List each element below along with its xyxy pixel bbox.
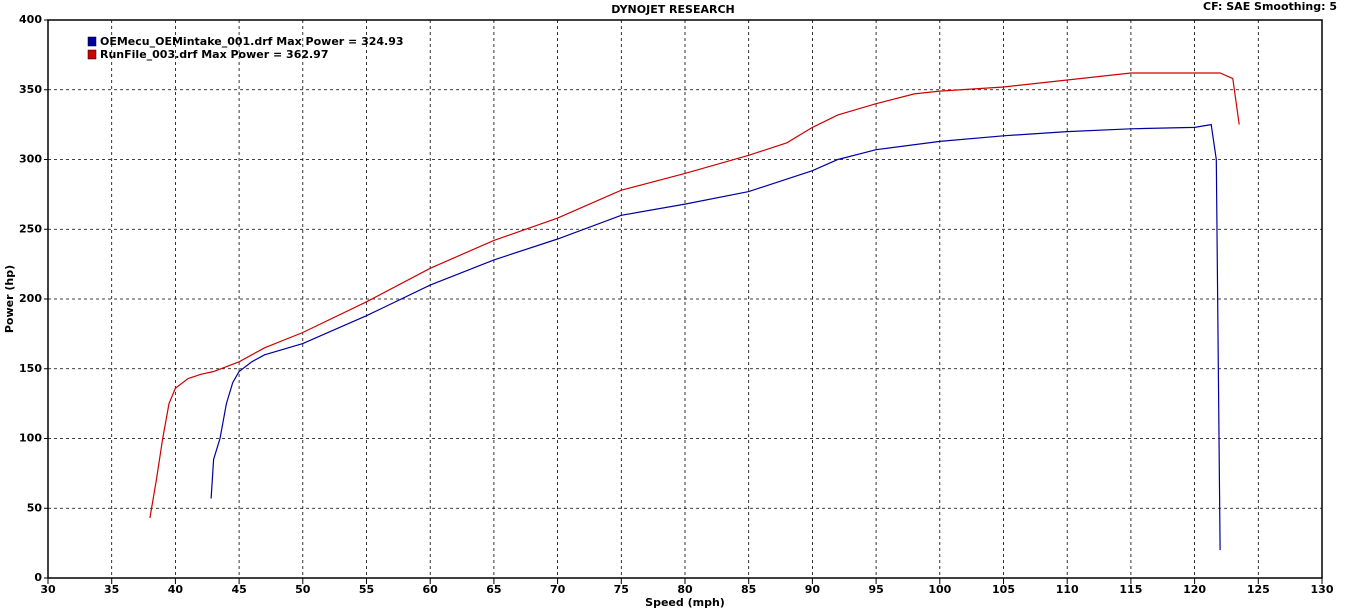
x-tick-label: 125 bbox=[1247, 583, 1270, 596]
y-tick-label: 100 bbox=[19, 432, 42, 445]
x-tick-label: 65 bbox=[486, 583, 501, 596]
x-tick-label: 75 bbox=[614, 583, 629, 596]
x-tick-label: 100 bbox=[928, 583, 951, 596]
x-tick-label: 35 bbox=[104, 583, 119, 596]
chart-title: DYNOJET RESEARCH bbox=[611, 3, 734, 16]
y-tick-label: 350 bbox=[19, 83, 42, 96]
x-tick-label: 105 bbox=[992, 583, 1015, 596]
x-tick-label: 90 bbox=[805, 583, 821, 596]
y-tick-label: 200 bbox=[19, 292, 42, 305]
x-axis-label: Speed (mph) bbox=[645, 596, 725, 609]
chart-subtitle: CF: SAE Smoothing: 5 bbox=[1203, 0, 1337, 13]
x-tick-label: 115 bbox=[1119, 583, 1142, 596]
legend-label: OEMecu_OEMintake_001.drf Max Power = 324… bbox=[100, 35, 404, 48]
x-tick-label: 55 bbox=[359, 583, 374, 596]
legend-swatch bbox=[87, 36, 97, 47]
x-tick-label: 30 bbox=[40, 583, 56, 596]
y-tick-label: 400 bbox=[19, 13, 42, 26]
series-line bbox=[210, 123, 1221, 551]
x-tick-label: 120 bbox=[1183, 583, 1206, 596]
x-tick-label: 110 bbox=[1056, 583, 1079, 596]
x-tick-label: 80 bbox=[677, 583, 693, 596]
legend-swatch bbox=[87, 49, 97, 60]
y-tick-label: 0 bbox=[34, 571, 42, 584]
x-tick-label: 40 bbox=[168, 583, 184, 596]
x-tick-label: 130 bbox=[1311, 583, 1334, 596]
x-tick-label: 85 bbox=[741, 583, 756, 596]
y-tick-label: 50 bbox=[27, 501, 43, 514]
x-tick-label: 50 bbox=[295, 583, 311, 596]
y-tick-label: 300 bbox=[19, 153, 42, 166]
x-tick-label: 45 bbox=[231, 583, 246, 596]
x-tick-label: 95 bbox=[868, 583, 883, 596]
x-tick-label: 70 bbox=[550, 583, 566, 596]
legend-label: RunFile_003.drf Max Power = 362.97 bbox=[100, 48, 329, 61]
y-tick-label: 250 bbox=[19, 222, 42, 235]
y-axis-label: Power (hp) bbox=[3, 265, 16, 333]
y-tick-label: 150 bbox=[19, 362, 42, 375]
x-tick-label: 60 bbox=[423, 583, 439, 596]
series-line bbox=[149, 72, 1240, 519]
